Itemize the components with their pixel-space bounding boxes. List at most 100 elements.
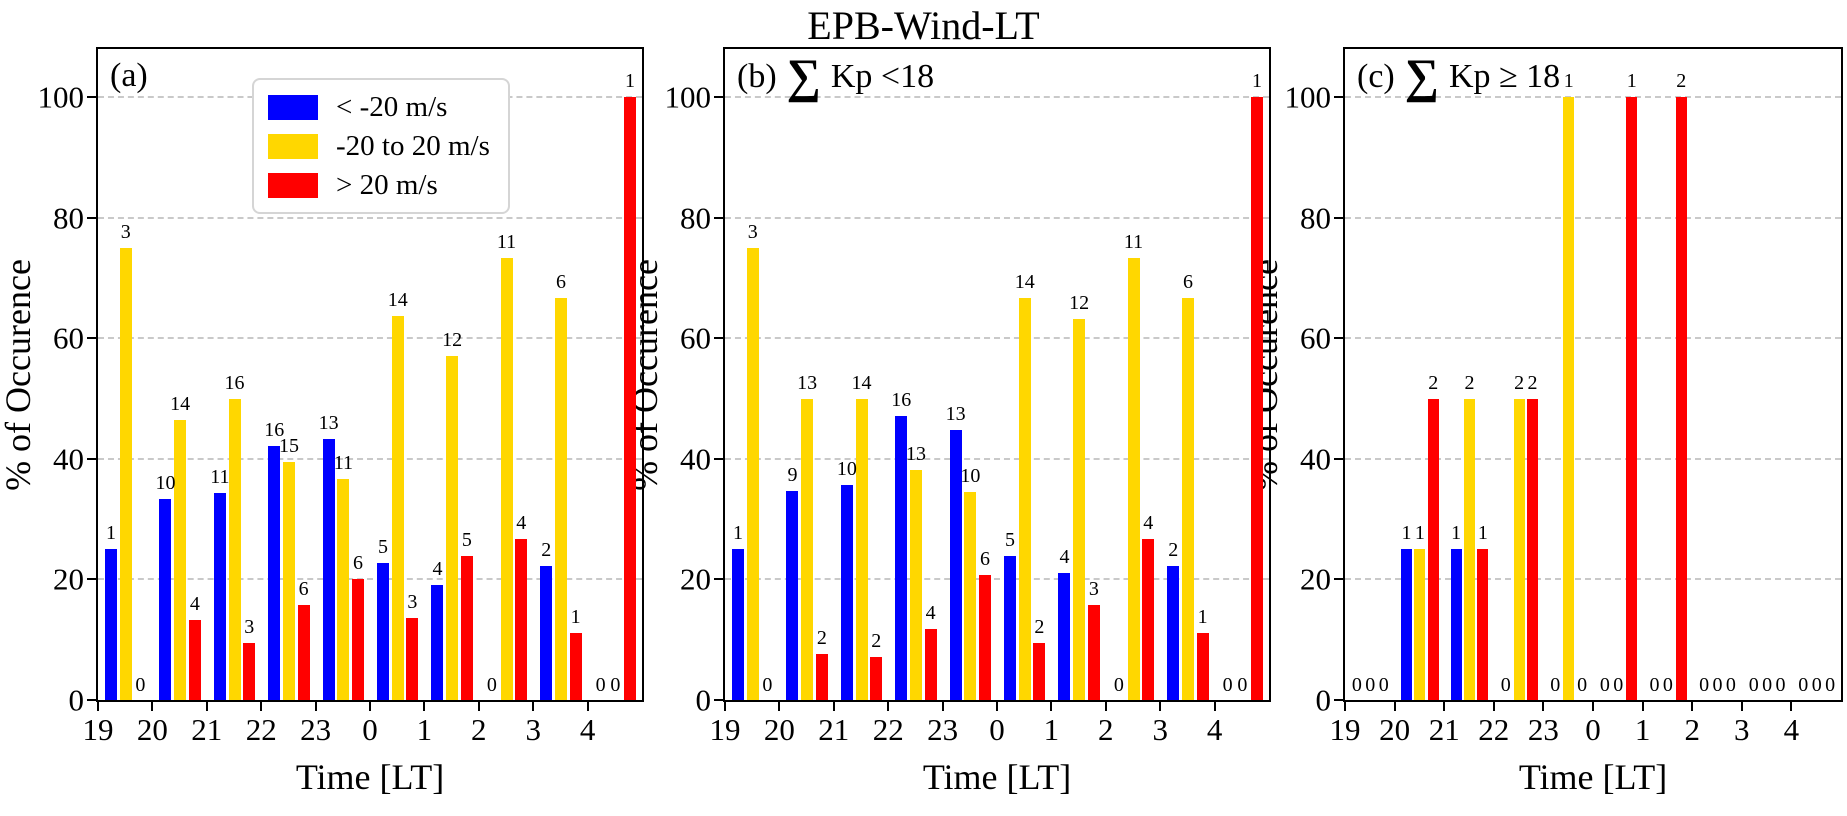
x-tick-label: 23: [1527, 712, 1559, 747]
bar--20-m-s: [979, 575, 991, 700]
legend-swatch: [268, 94, 318, 120]
panel-a-plot: 0 20 40 60 80 100 19 20 21 22 23 0 1 2 3 4 1 10 11 16 13 5 4 0 2…: [0, 47, 644, 797]
bar--20-to-20-m-s: [909, 469, 922, 700]
bar-count-label: 13: [797, 371, 818, 394]
bar--20-to-20-m-s: [500, 258, 513, 700]
bar--20-m-s: [406, 618, 419, 700]
bar--20-m-s: [268, 446, 281, 700]
y-tick-mark: [87, 216, 96, 219]
bar-count-label: 16: [224, 371, 245, 394]
bar--20-to-20-m-s: [446, 355, 459, 700]
x-tick-label: 3: [1734, 712, 1750, 747]
bar-count-label: 4: [516, 512, 527, 534]
bar-count-label-zero: 0: [1699, 674, 1710, 696]
x-tick-label: 23: [300, 712, 332, 747]
bar-count-label: 16: [264, 419, 285, 442]
x-tick-label: 19: [709, 712, 741, 747]
bar-count-label: 14: [851, 371, 872, 394]
bar--20-m-s: [1251, 96, 1263, 700]
bar-count-label: 12: [442, 328, 463, 351]
bar--20-to-20-m-s: [282, 461, 295, 700]
x-tick-mark: [369, 702, 371, 711]
y-tick-label: 0: [695, 682, 712, 718]
x-axis-label: Time [LT]: [1518, 757, 1668, 797]
y-tick-label: 100: [1284, 79, 1332, 115]
bar-count-label: 2: [1034, 615, 1045, 638]
x-tick-mark: [1691, 702, 1694, 711]
bar-count-label-zero: 0: [1712, 674, 1723, 696]
x-tick-label: 4: [1783, 712, 1800, 747]
y-tick-label: 80: [680, 200, 711, 236]
x-tick-mark: [260, 702, 263, 711]
bar--20-to-20-m-s: [228, 398, 241, 700]
gridline-80: [725, 216, 1269, 219]
x-tick-mark: [832, 702, 835, 711]
x-tick-label: 0: [989, 712, 1005, 747]
bar-count-label: 6: [1182, 270, 1193, 293]
y-tick-label: 80: [1300, 200, 1331, 236]
bar-count-label: 1: [570, 606, 581, 629]
gridline-40: [98, 457, 642, 460]
bar--20-m-s: [786, 491, 799, 700]
bar-count-label-zero: 0: [1775, 674, 1786, 696]
x-tick-label: 23: [927, 712, 959, 747]
y-tick-mark: [714, 578, 723, 581]
bar--20-m-s: [1675, 96, 1687, 700]
bar-count-label: 3: [407, 591, 418, 613]
bar-count-label-zero: 0: [762, 674, 773, 696]
bar--20-to-20-m-s: [119, 247, 132, 700]
bar-count-label: 4: [1143, 512, 1154, 534]
y-tick-mark: [1334, 95, 1343, 98]
bar--20-to-20-m-s: [855, 398, 868, 700]
bar-count-label: 11: [333, 451, 353, 474]
x-tick-label: 2: [1098, 712, 1114, 747]
panel-c-plot: 0 20 40 60 80 100 19 20 21 22 23 0 1 2 3 4 0 1 1 0 0 0 0 0 0 0 0 1 2…: [1245, 47, 1843, 797]
x-tick-mark: [1159, 702, 1162, 711]
bar-count-label: 5: [1005, 529, 1016, 552]
bar-count-label: 2: [1168, 539, 1179, 562]
bar-count-label: 2: [1527, 371, 1538, 394]
bar--20-m-s: [1196, 633, 1209, 700]
bar--20-m-s: [732, 549, 745, 700]
bar-count-label: 6: [555, 270, 566, 293]
bar--20-to-20-m-s: [391, 316, 404, 700]
bar--20-m-s: [105, 549, 118, 700]
bar-count-label: 1: [1563, 69, 1574, 92]
y-tick-label: 80: [53, 200, 84, 236]
bar--20-to-20-m-s: [1414, 549, 1426, 700]
x-tick-label: 0: [1585, 712, 1601, 747]
gridline-60: [98, 337, 642, 340]
bar--20-m-s: [352, 579, 364, 700]
x-tick-mark: [532, 702, 535, 711]
legend-swatch: [268, 133, 318, 159]
bar-count-label-zero: 0: [1649, 674, 1660, 696]
bar-count-label: 12: [1069, 291, 1090, 314]
bar-count-label: 14: [1014, 270, 1035, 293]
chart-title: EPB-Wind-LT: [807, 3, 1040, 48]
bar-count-label: 11: [1123, 231, 1144, 253]
bar-count-label: 2: [541, 539, 552, 562]
x-tick-label: 22: [245, 712, 277, 747]
bar-count-label: 6: [353, 552, 364, 575]
x-tick-label: 4: [1206, 712, 1223, 747]
x-tick-label: 20: [136, 712, 168, 747]
bar-count-label: 10: [155, 472, 176, 495]
bar--20-to-20-m-s: [554, 297, 567, 700]
y-tick-mark: [87, 457, 96, 460]
bar--20-m-s: [1450, 549, 1462, 700]
panel-header: (c) ∑ Kp ≥ 18: [1357, 53, 1560, 101]
bar-count-label-zero: 0: [1825, 674, 1836, 696]
bar--20-m-s: [840, 484, 853, 700]
y-tick-label: 0: [68, 682, 85, 718]
y-tick-label: 20: [680, 561, 711, 597]
x-tick-label: 22: [1478, 712, 1510, 747]
x-tick-mark: [996, 702, 998, 711]
x-tick-label: 1: [1634, 712, 1651, 747]
bar--20-m-s: [815, 653, 828, 700]
bar--20-m-s: [460, 556, 473, 700]
bar-count-label: 1: [1477, 522, 1488, 545]
gridline-80: [1345, 216, 1841, 219]
y-tick-label: 40: [680, 441, 711, 477]
y-tick-label: 60: [680, 320, 711, 356]
panel-header: (b) ∑ Kp <18: [737, 53, 934, 101]
